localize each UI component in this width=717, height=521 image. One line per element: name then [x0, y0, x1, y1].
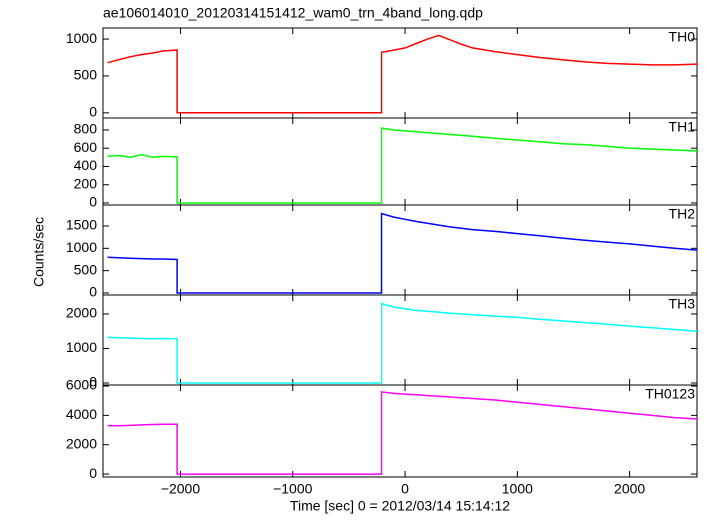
y-tick-label: 1000 — [66, 239, 97, 255]
data-line — [107, 391, 698, 475]
y-tick-label: 600 — [74, 139, 98, 155]
y-tick-label: 2000 — [66, 305, 97, 321]
panel-frame — [102, 384, 698, 478]
panel-label: TH2 — [669, 206, 696, 222]
y-tick-label: 800 — [74, 121, 98, 137]
y-tick-label: 0 — [89, 374, 97, 390]
x-tick-label: −2000 — [161, 481, 201, 497]
x-tick-label: 2000 — [614, 481, 645, 497]
y-tick-label: 500 — [74, 67, 98, 83]
y-tick-label: 0 — [89, 194, 97, 210]
data-line — [107, 302, 698, 384]
x-tick-label: −1000 — [273, 481, 313, 497]
y-tick-label: 200 — [74, 175, 98, 191]
panel-label: TH0123 — [645, 386, 695, 402]
data-line — [107, 212, 698, 294]
x-tick-label: 0 — [401, 481, 409, 497]
y-tick-label: 1000 — [66, 339, 97, 355]
y-tick-label: 1000 — [66, 30, 97, 46]
y-tick-label: 6000 — [66, 377, 97, 393]
y-tick-label: 1500 — [66, 217, 97, 233]
y-tick-label: 400 — [74, 157, 98, 173]
y-tick-label: 4000 — [66, 406, 97, 422]
panel-label: TH1 — [669, 119, 696, 135]
y-tick-label: 500 — [74, 261, 98, 277]
y-axis-label: Counts/sec — [31, 217, 47, 287]
y-tick-label: 0 — [89, 465, 97, 481]
x-tick-label: 1000 — [502, 481, 533, 497]
chart-title: ae106014010_20120314151412_wam0_trn_4ban… — [103, 5, 483, 21]
data-line — [107, 34, 698, 114]
y-tick-label: 0 — [89, 284, 97, 300]
panel-frame — [102, 27, 698, 119]
x-axis-label: Time [sec] 0 = 2012/03/14 15:14:12 — [290, 498, 510, 514]
y-tick-label: 2000 — [66, 435, 97, 451]
panel-label: TH0 — [669, 29, 696, 45]
data-line — [107, 127, 698, 204]
y-tick-label: 0 — [89, 104, 97, 120]
panel-label: TH3 — [669, 296, 696, 312]
